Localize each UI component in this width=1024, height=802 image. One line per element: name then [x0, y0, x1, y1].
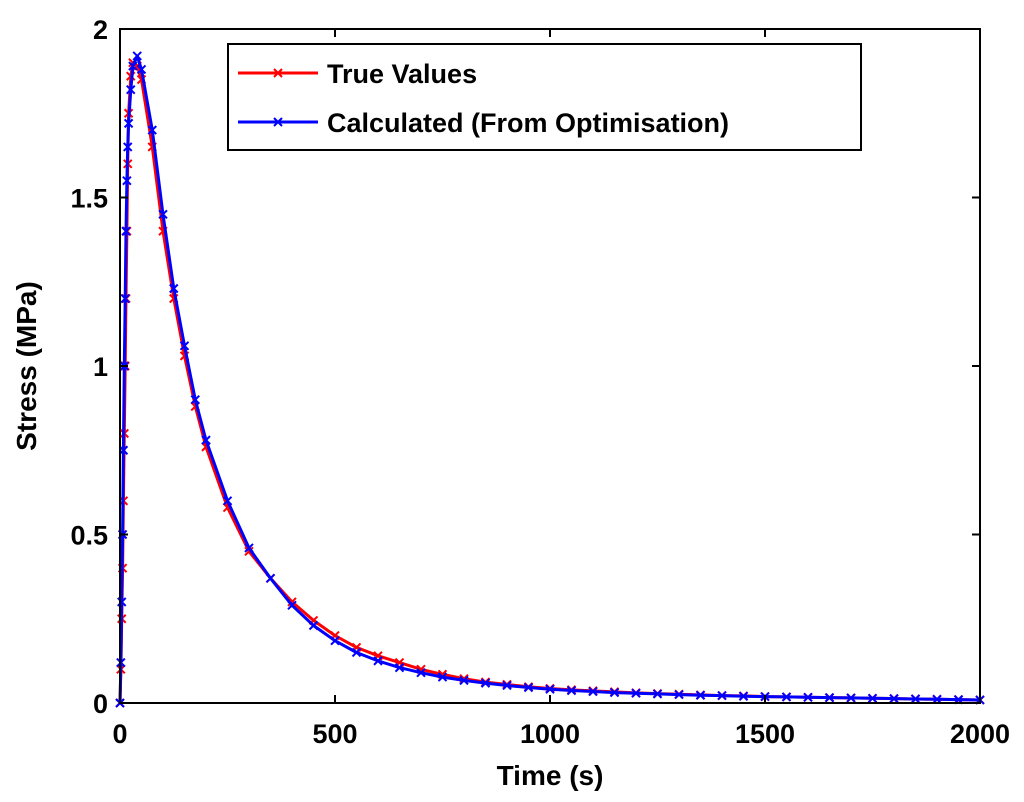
series-1-point [781, 692, 792, 702]
series-1-point [179, 341, 190, 351]
legend-marker-point [273, 117, 283, 127]
x-tick-label: 2000 [950, 719, 1010, 749]
series-1-point [824, 692, 835, 703]
legend: True Values Calculated (From Optimisatio… [227, 43, 862, 151]
legend-label-calculated: Calculated (From Optimisation) [327, 108, 729, 138]
series-0-point [287, 597, 297, 607]
series-1-point [437, 672, 448, 682]
y-tick-label: 1 [93, 352, 108, 382]
x-tick-label: 1500 [735, 719, 795, 749]
series-1-point [244, 543, 254, 553]
x-tick-label: 0 [112, 719, 127, 749]
series-1-point [128, 61, 138, 71]
series-1-point [631, 688, 641, 698]
series-1-point [120, 293, 130, 304]
y-tick-label: 0.5 [70, 521, 108, 551]
series-1-point [889, 693, 899, 704]
y-axis-title: Stress (MPa) [11, 281, 42, 451]
series-1-point [416, 667, 426, 678]
series-1-point [652, 689, 663, 699]
y-tick-label: 0 [93, 689, 108, 719]
legend-label-true-values: True Values [327, 59, 477, 89]
y-tick-label: 1.5 [70, 184, 108, 214]
series-1-point [122, 175, 132, 186]
series-1-point [674, 689, 684, 700]
series-1-point [126, 84, 136, 95]
series-1-point [846, 693, 856, 703]
series-1-point [373, 656, 383, 666]
x-axis-title: Time (s) [497, 760, 604, 791]
series-1-point [147, 125, 157, 135]
series-1-point [459, 675, 469, 686]
series-1-point [523, 682, 534, 693]
series-1-point [201, 435, 211, 445]
series-1-point [932, 694, 942, 705]
series-1-point [717, 690, 727, 701]
y-tick-label: 2 [93, 15, 108, 45]
series-1-point [123, 142, 133, 152]
series-1-point [136, 64, 147, 75]
series-1-point [502, 680, 512, 691]
series-1-point [351, 647, 362, 658]
series-1-point [588, 686, 598, 697]
x-tick-label: 1000 [520, 719, 580, 749]
series-1-point [867, 693, 878, 703]
x-tick-label: 500 [312, 719, 357, 749]
series-1-point [190, 394, 200, 405]
legend-marker-true-values [273, 68, 283, 78]
series-1-point [803, 692, 813, 702]
axis-ticks-group: 0 500 1000 1500 2000 0 0.5 1 1.5 2 [70, 15, 1010, 749]
series-1-point [287, 600, 297, 610]
series-1-point [222, 496, 233, 506]
series-1-point [394, 662, 405, 673]
series-1-point [695, 690, 706, 700]
series-1-point [132, 51, 142, 61]
series-1-point [330, 635, 340, 646]
legend-box [227, 43, 862, 151]
series-1-point [910, 694, 921, 704]
series-1-point [566, 685, 577, 696]
series-1-point [609, 687, 620, 698]
legend-marker-calculated [273, 117, 283, 127]
series-1-point [545, 684, 555, 694]
series-1-point [265, 573, 276, 584]
series-1-point [121, 226, 131, 236]
series-1-point [480, 678, 491, 688]
series-1-point [308, 620, 319, 631]
legend-marker-point [273, 68, 283, 78]
series-1-point [169, 283, 179, 294]
series-1-point [123, 118, 134, 129]
series-1-point [158, 209, 168, 220]
series-1-point [738, 691, 749, 701]
